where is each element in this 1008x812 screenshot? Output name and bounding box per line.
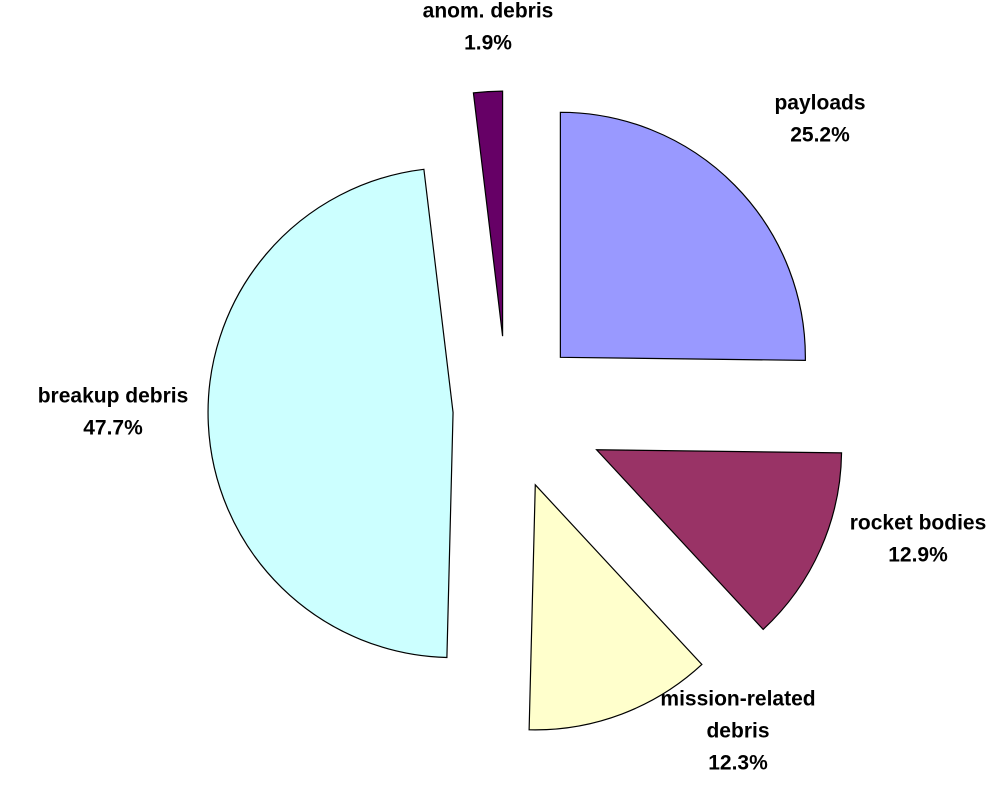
pie-value-label-mission-related-debris: 12.3%	[708, 752, 768, 775]
pie-slice-mission-related-debris	[528, 483, 703, 731]
pie-category-label-rocket-bodies: rocket bodies	[850, 512, 987, 535]
pie-labels: payloads 25.2% rocket bodies 12.9% mission-r…	[38, 0, 987, 775]
pie-category-label-anom-debris: anom. debris	[423, 0, 554, 23]
pie-category-label-payloads: payloads	[774, 92, 865, 115]
pie-value-label-rocket-bodies: 12.9%	[888, 544, 948, 567]
pie-value-label-anom-debris: 1.9%	[464, 32, 512, 55]
pie-category-label-mission-related-debris: mission-related	[660, 688, 815, 711]
pie-value-label-payloads: 25.2%	[790, 124, 850, 147]
pie-slice-rocket-bodies	[595, 449, 843, 631]
pie-category-label-mission-related-debris: debris	[706, 720, 769, 743]
pie-slice-anom-debris	[472, 90, 504, 337]
pie-category-label-breakup-debris: breakup debris	[38, 385, 189, 408]
pie-slice-breakup-debris	[207, 168, 454, 659]
pie-slice-payloads	[559, 111, 806, 361]
pie-slices	[207, 90, 843, 731]
pie-value-label-breakup-debris: 47.7%	[83, 417, 143, 440]
